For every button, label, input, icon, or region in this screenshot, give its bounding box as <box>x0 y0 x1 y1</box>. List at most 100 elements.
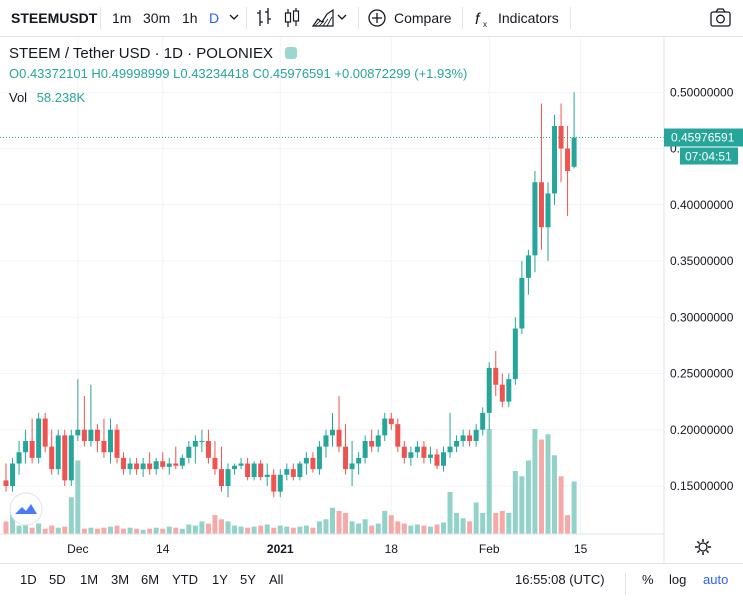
range-3m-button[interactable]: 3M <box>111 572 130 587</box>
volume-bar <box>10 507 16 534</box>
chart-style-dropdown[interactable] <box>336 0 348 36</box>
volume-bar <box>179 528 185 534</box>
last-price-marker <box>664 128 743 147</box>
time-tick-label: 15 <box>574 542 588 556</box>
volume-bar <box>153 527 159 534</box>
range-1m-button[interactable]: 1M <box>80 572 99 587</box>
candle-body <box>62 435 68 481</box>
interval-dropdown-button[interactable] <box>228 0 240 36</box>
volume-bar <box>75 460 81 534</box>
bar-style-button[interactable] <box>255 0 273 36</box>
range-1y-button[interactable]: 1Y <box>212 572 228 587</box>
volume-bar <box>238 526 244 534</box>
price-tick-label: 0.20000000 <box>670 423 734 437</box>
log-scale-button[interactable]: log <box>669 572 687 587</box>
candles-style-button[interactable] <box>283 0 301 36</box>
settings-gear-button[interactable] <box>695 539 711 555</box>
range-all-button[interactable]: All <box>269 572 284 587</box>
candle-body <box>271 474 277 492</box>
range-1d-button[interactable]: 1D <box>20 572 37 587</box>
volume-bar <box>232 525 238 534</box>
interval-d-button[interactable]: D <box>209 10 220 26</box>
candle-body <box>238 463 244 466</box>
volume-bar <box>486 429 492 534</box>
volume-bar <box>460 518 466 534</box>
volume-label: Vol <box>9 90 28 105</box>
range-5d-button[interactable]: 5D <box>49 572 66 587</box>
candle-body <box>166 463 172 467</box>
time-axis: Dec 14 2021 18 Feb 15 <box>67 542 587 556</box>
candle-body <box>251 463 257 477</box>
volume-bar <box>525 460 531 534</box>
volume-bar <box>362 519 368 534</box>
interval-1m-button[interactable]: 1m <box>112 10 132 26</box>
volume-bar <box>81 528 87 534</box>
compare-label: Compare <box>394 10 452 26</box>
area-style-button[interactable] <box>311 0 334 36</box>
interval-30m-button[interactable]: 30m <box>143 10 171 26</box>
volume-bar <box>199 521 205 534</box>
candle-body <box>519 277 525 329</box>
volume-bar <box>36 523 42 534</box>
bottom-toolbar: 1D 5D 1M 3M 6M YTD 1Y 5Y All 16:55:08 (U… <box>0 563 743 602</box>
change-value: +0.00872299 (+1.93%) <box>334 66 468 81</box>
candle-body <box>147 463 153 470</box>
volume-bar <box>107 526 113 534</box>
candle-body <box>454 441 460 447</box>
volume-bar <box>473 502 479 534</box>
candle-body <box>408 452 414 458</box>
volume-bar <box>225 521 231 534</box>
percent-scale-button[interactable]: % <box>642 572 654 587</box>
candle-body <box>512 328 518 380</box>
symbol-search-button[interactable]: STEEMUSDT <box>11 10 98 26</box>
volume-bar <box>303 525 309 534</box>
chart-grid <box>0 37 664 534</box>
last-price-label: 0.45976591 <box>671 131 735 145</box>
toolbar-divider <box>246 7 247 29</box>
volume-bar <box>408 525 414 534</box>
volume-bar <box>401 523 407 534</box>
clock-timezone-button[interactable]: 16:55:08 (UTC) <box>515 572 605 587</box>
volume-bar <box>205 523 211 534</box>
interval-1h-button[interactable]: 1h <box>182 10 198 26</box>
range-5y-button[interactable]: 5Y <box>240 572 256 587</box>
volume-bar <box>290 527 296 534</box>
range-ytd-button[interactable]: YTD <box>172 572 198 587</box>
snapshot-button[interactable] <box>709 0 733 36</box>
auto-scale-button[interactable]: auto <box>703 572 729 587</box>
tradingview-icon <box>15 504 37 514</box>
volume-bar <box>42 528 48 534</box>
candle-body <box>382 418 388 436</box>
volume-bar <box>558 476 564 534</box>
time-tick-label: 2021 <box>267 542 294 556</box>
candle-body <box>310 457 316 470</box>
volume-bar <box>284 526 290 534</box>
price-chart[interactable]: 0.15000000 0.20000000 0.25000000 0.30000000… <box>0 37 743 563</box>
candle-body <box>538 182 544 228</box>
candle-body <box>330 429 335 436</box>
price-tick-label: 0.25000000 <box>670 367 734 381</box>
volume-bar <box>375 523 381 534</box>
volume-bar <box>538 439 544 534</box>
volume-bar <box>127 527 133 534</box>
price-tick-label: 0.35000000 <box>670 254 734 268</box>
range-6m-button[interactable]: 6M <box>141 572 160 587</box>
toolbar-divider <box>100 7 101 29</box>
candle-body <box>336 429 342 447</box>
last-price-label-group: 0.45976591 07:04:51 <box>664 128 743 165</box>
candle-body <box>565 148 571 171</box>
market-status-icon[interactable] <box>285 47 298 59</box>
candle-body <box>297 463 303 477</box>
volume-bar <box>441 522 447 534</box>
candle-body <box>427 454 433 458</box>
candle-body <box>23 441 29 453</box>
candle-body <box>49 446 55 470</box>
indicators-button[interactable]: f x Indicators <box>474 0 559 36</box>
candle-body <box>258 463 264 477</box>
price-tick-label: 0.40000000 <box>670 198 734 212</box>
svg-text:f: f <box>475 11 481 28</box>
compare-button[interactable]: Compare <box>368 0 452 36</box>
candle-body <box>375 435 381 447</box>
tradingview-logo[interactable] <box>9 492 43 526</box>
